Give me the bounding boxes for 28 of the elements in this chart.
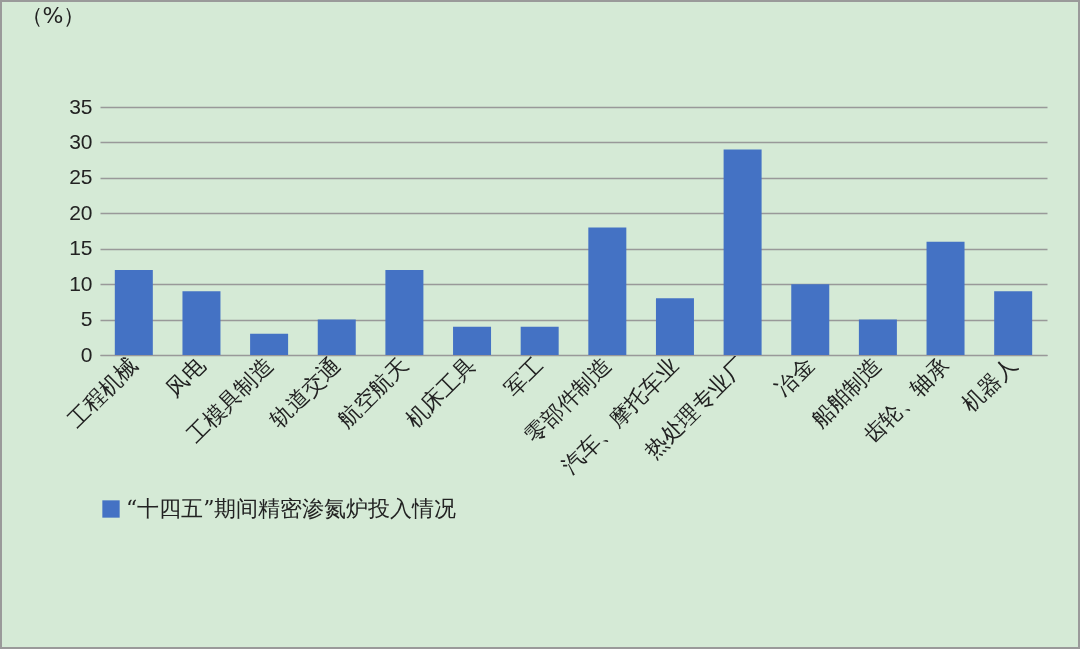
y-tick-label: 20 <box>69 200 93 224</box>
legend-label: “十四五”期间精密渗氮炉投入情况 <box>126 496 457 521</box>
bar <box>791 284 830 355</box>
bar <box>114 269 153 355</box>
y-axis-title: （%） <box>20 2 86 28</box>
x-tick-label: 冶金 <box>769 352 819 402</box>
y-tick-label: 25 <box>69 165 93 189</box>
bar <box>520 326 559 355</box>
x-tick-label: 军工 <box>499 352 549 402</box>
y-tick-label: 0 <box>80 342 93 366</box>
y-tick-label: 30 <box>69 129 93 153</box>
y-tick-label: 35 <box>69 94 93 118</box>
bar <box>453 326 492 355</box>
bar <box>317 319 356 355</box>
y-tick-label: 5 <box>80 307 93 331</box>
x-tick-label: 机器人 <box>957 352 1022 417</box>
bar <box>655 298 694 355</box>
bar <box>994 291 1033 355</box>
bar <box>182 291 221 355</box>
bar <box>250 333 289 355</box>
bar <box>926 241 965 355</box>
bar <box>723 149 762 355</box>
bar <box>588 227 627 355</box>
bar <box>385 269 424 355</box>
x-tick-label: 风电 <box>161 352 210 402</box>
bar <box>858 319 897 355</box>
y-tick-label: 15 <box>69 236 93 260</box>
y-tick-label: 10 <box>69 271 93 295</box>
